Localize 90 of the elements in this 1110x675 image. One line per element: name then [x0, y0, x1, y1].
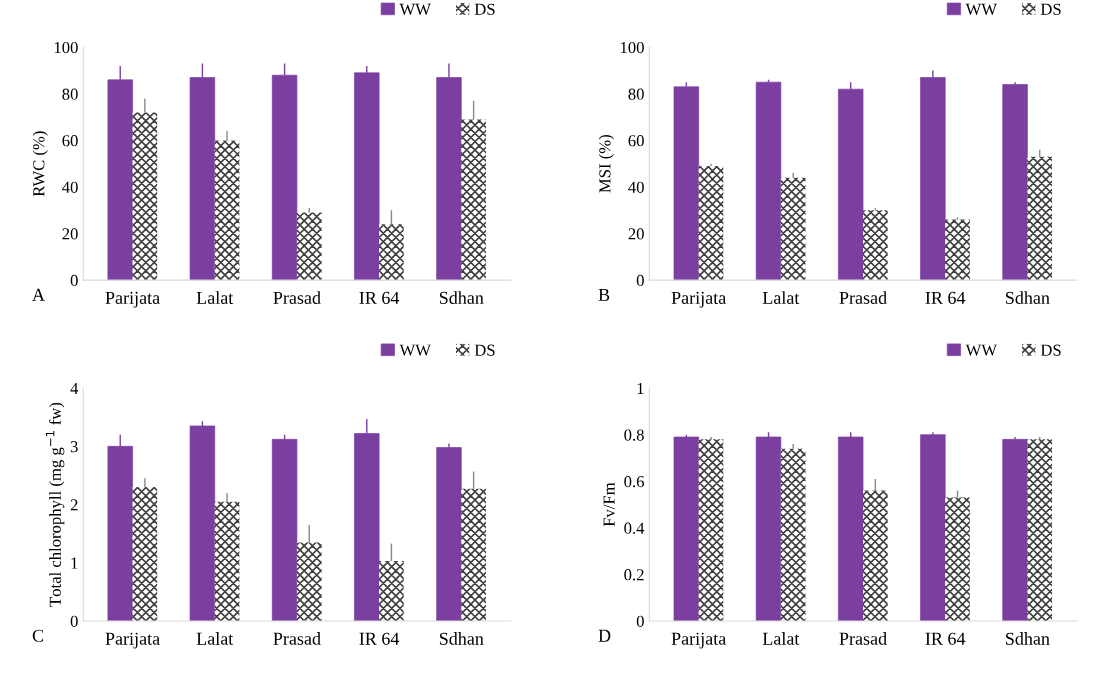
- y-tick-label: 60: [62, 135, 78, 147]
- y-tick-label: 80: [628, 88, 644, 100]
- bar: [189, 425, 216, 621]
- legend-label: WW: [399, 3, 431, 15]
- x-tick-label: Sdhan: [1006, 291, 1050, 304]
- legend-label: WW: [965, 344, 998, 356]
- x-tick-label: Parijata: [105, 632, 160, 649]
- text: B: [598, 288, 610, 301]
- bar: [838, 436, 864, 621]
- x-tick-label: Lalat: [196, 291, 234, 304]
- bar: [132, 487, 158, 621]
- x-tick-label: Prasad: [273, 291, 321, 304]
- bar: [920, 434, 946, 621]
- y-tick-label: 0.2: [624, 569, 644, 581]
- x-tick-label: Parijata: [671, 291, 726, 308]
- bar: [1027, 156, 1053, 281]
- y-tick-label: 0: [636, 274, 644, 287]
- x-tick-label: Prasad: [839, 632, 887, 645]
- y-axis-title: Total chlorophyll (mg g$^{−1}$ fw): [45, 402, 65, 607]
- bar: [271, 439, 298, 621]
- bar: [461, 488, 486, 621]
- bar: [755, 436, 782, 621]
- bar: [780, 177, 806, 281]
- y-tick-label: 80: [62, 88, 78, 100]
- x-tick-label: IR 64: [359, 632, 400, 645]
- bar: [379, 561, 404, 621]
- legend-label: WW: [965, 3, 998, 15]
- y-tick-label: 0: [70, 274, 78, 287]
- y-tick-label: 3: [70, 441, 78, 453]
- bar: [1002, 439, 1028, 621]
- bar: [698, 439, 724, 621]
- legend-label: DS: [1040, 344, 1061, 356]
- legend-label: DS: [1040, 3, 1061, 15]
- y-tick-label: 0.4: [624, 522, 645, 534]
- y-tick-label: 40: [628, 181, 644, 193]
- y-tick-label: 1: [71, 557, 78, 569]
- y-tick-label: 100: [54, 41, 78, 54]
- y-tick-label: 60: [628, 135, 644, 147]
- bar: [945, 219, 970, 281]
- y-tick-label: 2: [70, 499, 78, 511]
- bar: [296, 212, 322, 281]
- bar: [214, 501, 240, 621]
- bar: [1002, 84, 1028, 281]
- x-tick-label: Sdhan: [1006, 632, 1050, 645]
- bar: [863, 490, 888, 621]
- y-tick-label: 0.6: [624, 475, 644, 488]
- text: D: [598, 629, 611, 642]
- y-tick-label: 100: [620, 41, 644, 54]
- bar: [780, 448, 806, 621]
- y-tick-label: 40: [62, 181, 78, 193]
- x-tick-label: Parijata: [671, 632, 726, 649]
- bar: [755, 81, 782, 281]
- bar: [673, 86, 700, 281]
- y-tick-label: 1: [637, 382, 644, 394]
- bar: [379, 224, 404, 281]
- y-tick-label: 20: [628, 228, 644, 240]
- bar: [214, 140, 240, 281]
- x-tick-label: IR 64: [925, 632, 966, 645]
- x-tick-label: Parijata: [105, 291, 160, 308]
- bar: [461, 119, 486, 281]
- y-axis-title: MSI (%): [598, 135, 614, 193]
- bar: [673, 436, 700, 621]
- text: C: [32, 629, 44, 642]
- bar: [296, 542, 322, 621]
- x-tick-label: Lalat: [762, 291, 800, 304]
- y-tick-label: 0: [636, 615, 644, 627]
- x-tick-label: IR 64: [359, 291, 400, 304]
- y-axis-title: RWC (%): [32, 131, 48, 197]
- legend-label: DS: [474, 3, 495, 15]
- x-tick-label: Lalat: [196, 632, 234, 645]
- x-tick-label: Sdhan: [439, 291, 484, 304]
- x-tick-label: Lalat: [762, 632, 800, 645]
- bar: [698, 166, 724, 281]
- y-tick-label: 4: [70, 382, 79, 394]
- text: A: [32, 288, 45, 301]
- bar: [132, 112, 158, 281]
- y-tick-label: 0.8: [624, 429, 644, 441]
- x-tick-label: Prasad: [273, 632, 321, 645]
- y-axis-title: Fv/Fm: [603, 482, 615, 527]
- x-tick-label: IR 64: [925, 291, 966, 304]
- bar: [863, 210, 888, 281]
- bar: [1027, 439, 1053, 621]
- legend-label: WW: [399, 344, 431, 356]
- y-tick-label: 20: [62, 228, 78, 240]
- bar: [945, 497, 970, 621]
- x-tick-label: Sdhan: [439, 632, 484, 645]
- bar: [436, 447, 462, 621]
- y-tick-label: 0: [70, 615, 78, 627]
- legend-label: DS: [474, 344, 495, 356]
- x-tick-label: Prasad: [839, 291, 887, 304]
